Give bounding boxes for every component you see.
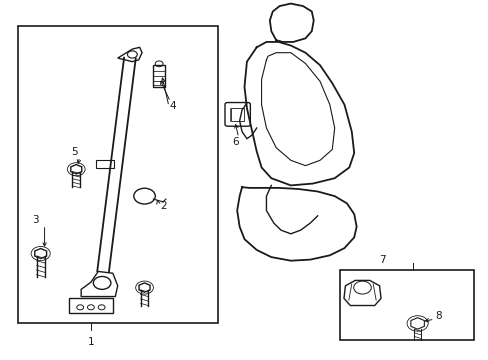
Bar — [69, 298, 113, 313]
Bar — [231, 108, 244, 121]
Text: 4: 4 — [169, 102, 175, 112]
Text: 6: 6 — [232, 137, 239, 147]
Text: 1: 1 — [87, 337, 94, 347]
Bar — [96, 160, 113, 168]
Bar — [339, 270, 473, 339]
Text: 5: 5 — [71, 147, 78, 157]
Text: 3: 3 — [32, 215, 39, 225]
Bar — [18, 26, 217, 323]
Text: 7: 7 — [378, 255, 385, 265]
Text: 8: 8 — [434, 311, 441, 320]
Text: 2: 2 — [160, 201, 166, 211]
Bar — [153, 65, 164, 87]
